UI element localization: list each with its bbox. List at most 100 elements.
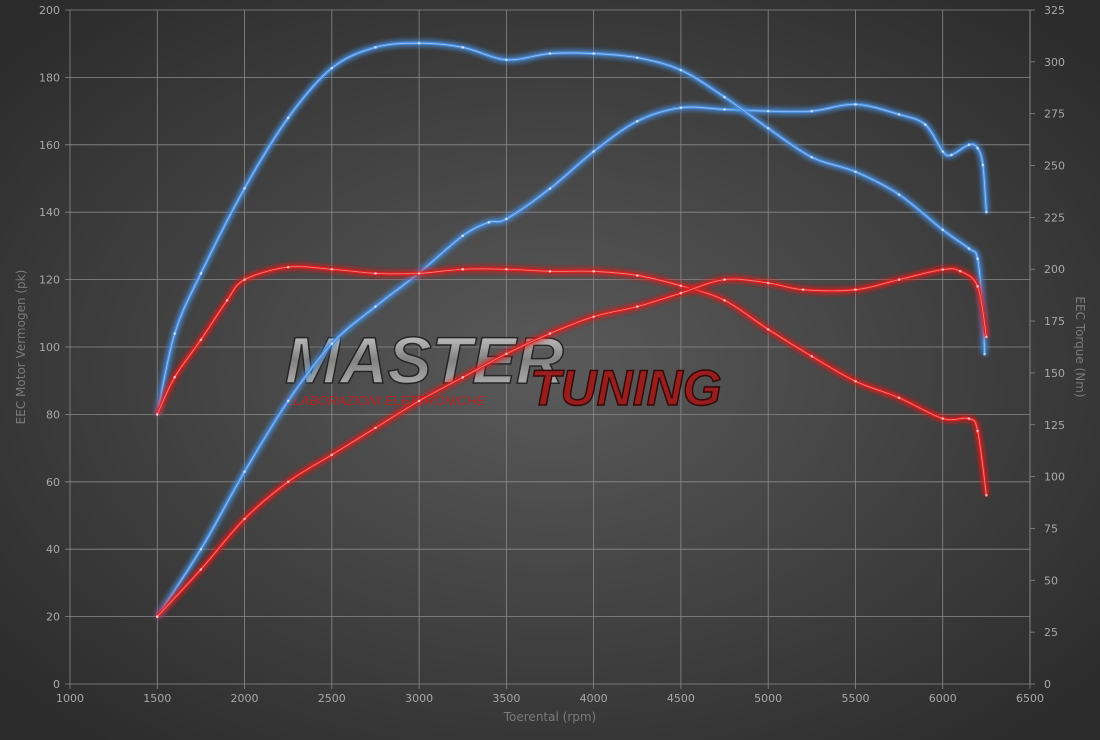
data-point: [173, 332, 177, 335]
logo-subtitle: ELABORAZIONI ELETTRONICHE: [285, 393, 485, 408]
x-tick-label: 4000: [580, 692, 608, 705]
data-point: [941, 228, 945, 232]
y-right-tick-label: 200: [1044, 263, 1065, 276]
data-point: [199, 568, 203, 571]
data-point: [897, 113, 901, 116]
data-point: [679, 106, 683, 110]
y-right-tick-label: 325: [1044, 4, 1065, 17]
y-left-tick-label: 0: [53, 678, 60, 691]
data-point: [981, 163, 985, 167]
y-right-tick-label: 0: [1044, 678, 1051, 691]
y-right-tick-label: 125: [1044, 419, 1065, 432]
data-point: [286, 480, 290, 484]
data-point: [983, 352, 986, 356]
x-tick-label: 2000: [231, 692, 259, 705]
data-point: [854, 170, 857, 174]
data-point: [923, 123, 927, 126]
grid: [65, 9, 1035, 689]
data-point: [958, 269, 962, 273]
data-point: [985, 335, 988, 339]
data-point: [505, 58, 508, 62]
data-point: [950, 153, 953, 157]
watermark-logo: MASTER TUNING ELABORAZIONI ELETTRONICHE: [284, 322, 722, 417]
data-point: [897, 193, 901, 196]
y-left-tick-label: 200: [39, 4, 60, 17]
y-left-tick-label: 160: [39, 139, 60, 152]
x-tick-label: 2500: [318, 692, 346, 705]
data-point: [461, 234, 465, 238]
y-right-tick-label: 175: [1044, 315, 1065, 328]
y-right-tick-label: 75: [1044, 522, 1058, 535]
y-right-tick-label: 100: [1044, 471, 1065, 484]
data-point: [286, 116, 290, 120]
x-axis-label: Toerental (rpm): [503, 710, 596, 724]
data-point: [723, 299, 726, 302]
x-tick-label: 3500: [492, 692, 520, 705]
data-point: [173, 375, 177, 379]
data-point: [985, 210, 988, 214]
data-point: [679, 68, 683, 72]
data-point: [286, 265, 290, 269]
x-tick-label: 5000: [754, 692, 782, 705]
data-point: [243, 187, 246, 190]
data-point: [976, 429, 979, 433]
x-tick-label: 1000: [56, 692, 84, 705]
data-point: [967, 247, 971, 250]
y-left-tick-label: 20: [46, 611, 60, 624]
data-point: [199, 547, 203, 551]
data-point: [199, 338, 203, 342]
data-point: [854, 379, 857, 383]
data-point: [374, 46, 377, 49]
data-point: [976, 257, 979, 261]
data-point: [592, 270, 595, 273]
data-point: [976, 146, 979, 150]
data-point: [199, 272, 203, 275]
data-point: [225, 299, 229, 302]
data-point: [155, 413, 159, 416]
data-point: [592, 315, 595, 318]
data-point: [941, 268, 945, 271]
data-point: [766, 126, 770, 130]
logo-master: MASTER: [285, 323, 564, 397]
data-point: [374, 305, 377, 308]
y-left-tick-label: 180: [39, 71, 60, 84]
x-tick-label: 6000: [929, 692, 957, 705]
y-left-tick-label: 60: [46, 476, 60, 489]
y-left-tick-label: 40: [46, 543, 60, 556]
y-left-axis-label: EEC Motor Vermogen (pk): [14, 270, 28, 425]
data-point: [243, 278, 246, 281]
x-tick-label: 1500: [143, 692, 171, 705]
x-tick-label: 6500: [1016, 692, 1044, 705]
data-point: [330, 342, 334, 345]
data-point: [243, 517, 246, 521]
y-right-tick-label: 225: [1044, 211, 1065, 224]
data-point: [854, 288, 857, 292]
data-point: [505, 217, 508, 221]
data-point: [243, 470, 246, 473]
data-point: [897, 396, 901, 400]
x-tick-label: 3000: [405, 692, 433, 705]
series-highlight-2: [156, 266, 987, 496]
data-point: [679, 284, 683, 288]
y-right-tick-label: 300: [1044, 56, 1065, 69]
series-highlight-0: [156, 103, 987, 617]
y-right-axis-label: EEC Torque (Nm): [1073, 296, 1087, 397]
x-tick-label: 5500: [841, 692, 869, 705]
data-point: [155, 615, 159, 618]
x-tick-label: 4500: [667, 692, 695, 705]
data-point: [417, 399, 421, 403]
y-left-tick-label: 100: [39, 341, 60, 354]
data-point: [810, 155, 814, 159]
data-point: [286, 399, 290, 403]
data-point: [976, 285, 979, 288]
data-point: [941, 150, 945, 153]
y-left-tick-label: 80: [46, 408, 60, 421]
data-point: [592, 52, 595, 55]
y-right-tick-label: 50: [1044, 574, 1058, 587]
y-right-tick-label: 25: [1044, 626, 1058, 639]
data-point: [985, 493, 988, 497]
data-point: [461, 46, 465, 49]
data-point: [505, 267, 508, 271]
y-right-tick-label: 250: [1044, 160, 1065, 173]
